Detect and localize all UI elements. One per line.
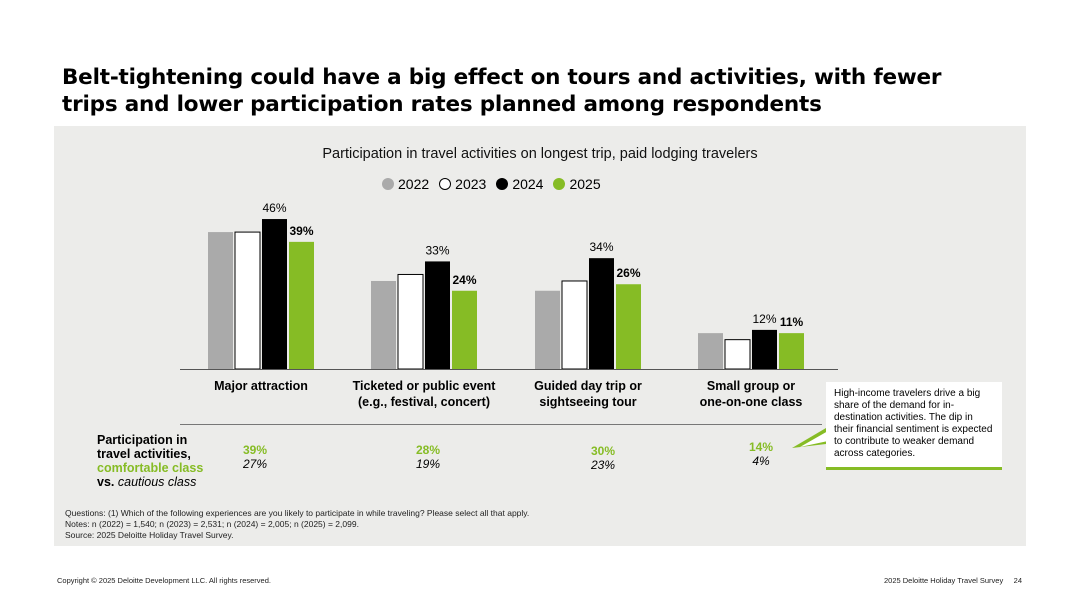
legend-swatch-2025 xyxy=(553,178,566,190)
category-label-2: Guided day trip or xyxy=(534,379,642,393)
data-label-2024-3: 12% xyxy=(752,312,776,326)
legend-swatch-2022 xyxy=(382,178,394,190)
bar-2022-2 xyxy=(535,290,560,369)
data-label-2025-1: 24% xyxy=(452,273,476,287)
data-label-2024-1: 33% xyxy=(425,243,449,257)
category-label-3: one-on-one class xyxy=(700,395,803,409)
comparison-comfortable-value: 28% xyxy=(415,443,441,457)
comparison-label-line1: Participation in xyxy=(97,433,188,447)
comparison-cautious-value: 27% xyxy=(242,457,268,471)
comparison-label-comfortable: comfortable class xyxy=(97,461,204,475)
bar-2025-0 xyxy=(289,241,314,369)
comparison-comfortable-value: 14% xyxy=(748,440,774,454)
bar-2022-0 xyxy=(208,232,233,369)
bar-2022-1 xyxy=(371,280,396,369)
category-label-1: (e.g., festival, concert) xyxy=(358,395,490,409)
footer-copyright: Copyright © 2025 Deloitte Development LL… xyxy=(57,576,271,585)
legend-label-2022: 2022 xyxy=(398,176,430,192)
bar-2022-3 xyxy=(698,333,723,369)
footer-page-number: 24 xyxy=(1013,576,1022,585)
bar-2024-2 xyxy=(589,258,614,369)
bar-2025-3 xyxy=(779,333,804,369)
legend-swatch-2024 xyxy=(496,178,509,190)
bar-2023-2 xyxy=(561,280,588,370)
bar-2024-1 xyxy=(425,261,450,369)
legend-item-2025: 2025 xyxy=(553,176,601,192)
legend-item-2022: 2022 xyxy=(382,176,429,192)
notes-block: Questions: (1) Which of the following ex… xyxy=(65,508,529,541)
legend-label-2025: 2025 xyxy=(569,176,601,192)
comparison-values-small-group: 14% 4% xyxy=(721,440,801,468)
comparison-values-major: 39% 27% xyxy=(215,443,295,471)
bar-2024-0 xyxy=(262,219,287,369)
category-label-1: Ticketed or public event xyxy=(353,379,497,393)
bar-2025-2 xyxy=(616,284,641,369)
comparison-values-guided: 30% 23% xyxy=(563,444,643,472)
data-label-2024-0: 46% xyxy=(262,201,286,215)
notes-source: Source: 2025 Deloitte Holiday Travel Sur… xyxy=(65,530,234,540)
bar-2023-1 xyxy=(397,273,424,370)
notes-questions: Questions: (1) Which of the following ex… xyxy=(65,508,530,518)
category-label-0: Major attraction xyxy=(214,379,308,393)
bar-2023-0 xyxy=(234,231,261,370)
comparison-row-label: Participation in travel activities, comf… xyxy=(97,433,203,489)
legend-item-2024: 2024 xyxy=(496,176,543,192)
comparison-label-vs: vs. xyxy=(97,475,115,489)
comparison-label-cautious: cautious class xyxy=(117,475,197,489)
comparison-cautious-value: 19% xyxy=(415,457,441,471)
comparison-values-ticketed: 28% 19% xyxy=(388,443,468,471)
footer-right: 2025 Deloitte Holiday Travel Survey 24 xyxy=(884,576,1022,585)
notes-sample-sizes: Notes: n (2022) = 1,540; n (2023) = 2,53… xyxy=(65,519,359,529)
comparison-cautious-value: 4% xyxy=(752,454,770,468)
data-label-2025-3: 11% xyxy=(780,315,804,329)
category-label-3: Small group or xyxy=(707,379,795,393)
page-title: Belt-tightening could have a big effect … xyxy=(62,65,942,117)
category-label-2: sightseeing tour xyxy=(539,395,636,409)
bar-2025-1 xyxy=(452,290,477,369)
footer-report-name: 2025 Deloitte Holiday Travel Survey xyxy=(884,576,1004,585)
comparison-cautious-value: 23% xyxy=(590,458,616,472)
chart-title: Participation in travel activities on lo… xyxy=(322,146,758,162)
data-label-2025-2: 26% xyxy=(616,266,640,280)
bar-2023-3 xyxy=(724,339,751,370)
comparison-label-line2: travel activities, xyxy=(97,447,191,461)
bar-2024-3 xyxy=(752,329,777,369)
callout-text: High-income travelers drive a big share … xyxy=(834,388,993,459)
legend-label-2024: 2024 xyxy=(512,176,544,192)
legend-swatch-2023 xyxy=(439,178,452,190)
data-label-2025-0: 39% xyxy=(289,224,313,238)
callout-box: High-income travelers drive a big share … xyxy=(826,382,1002,470)
callout-pointer-inner xyxy=(800,431,828,447)
data-label-2024-2: 34% xyxy=(589,240,613,254)
legend-item-2023: 2023 xyxy=(439,176,486,192)
comparison-comfortable-value: 30% xyxy=(590,444,616,458)
comparison-comfortable-value: 39% xyxy=(242,443,268,457)
legend-label-2023: 2023 xyxy=(455,176,487,192)
chart-legend: 2022 2023 2024 2025 xyxy=(382,176,601,192)
